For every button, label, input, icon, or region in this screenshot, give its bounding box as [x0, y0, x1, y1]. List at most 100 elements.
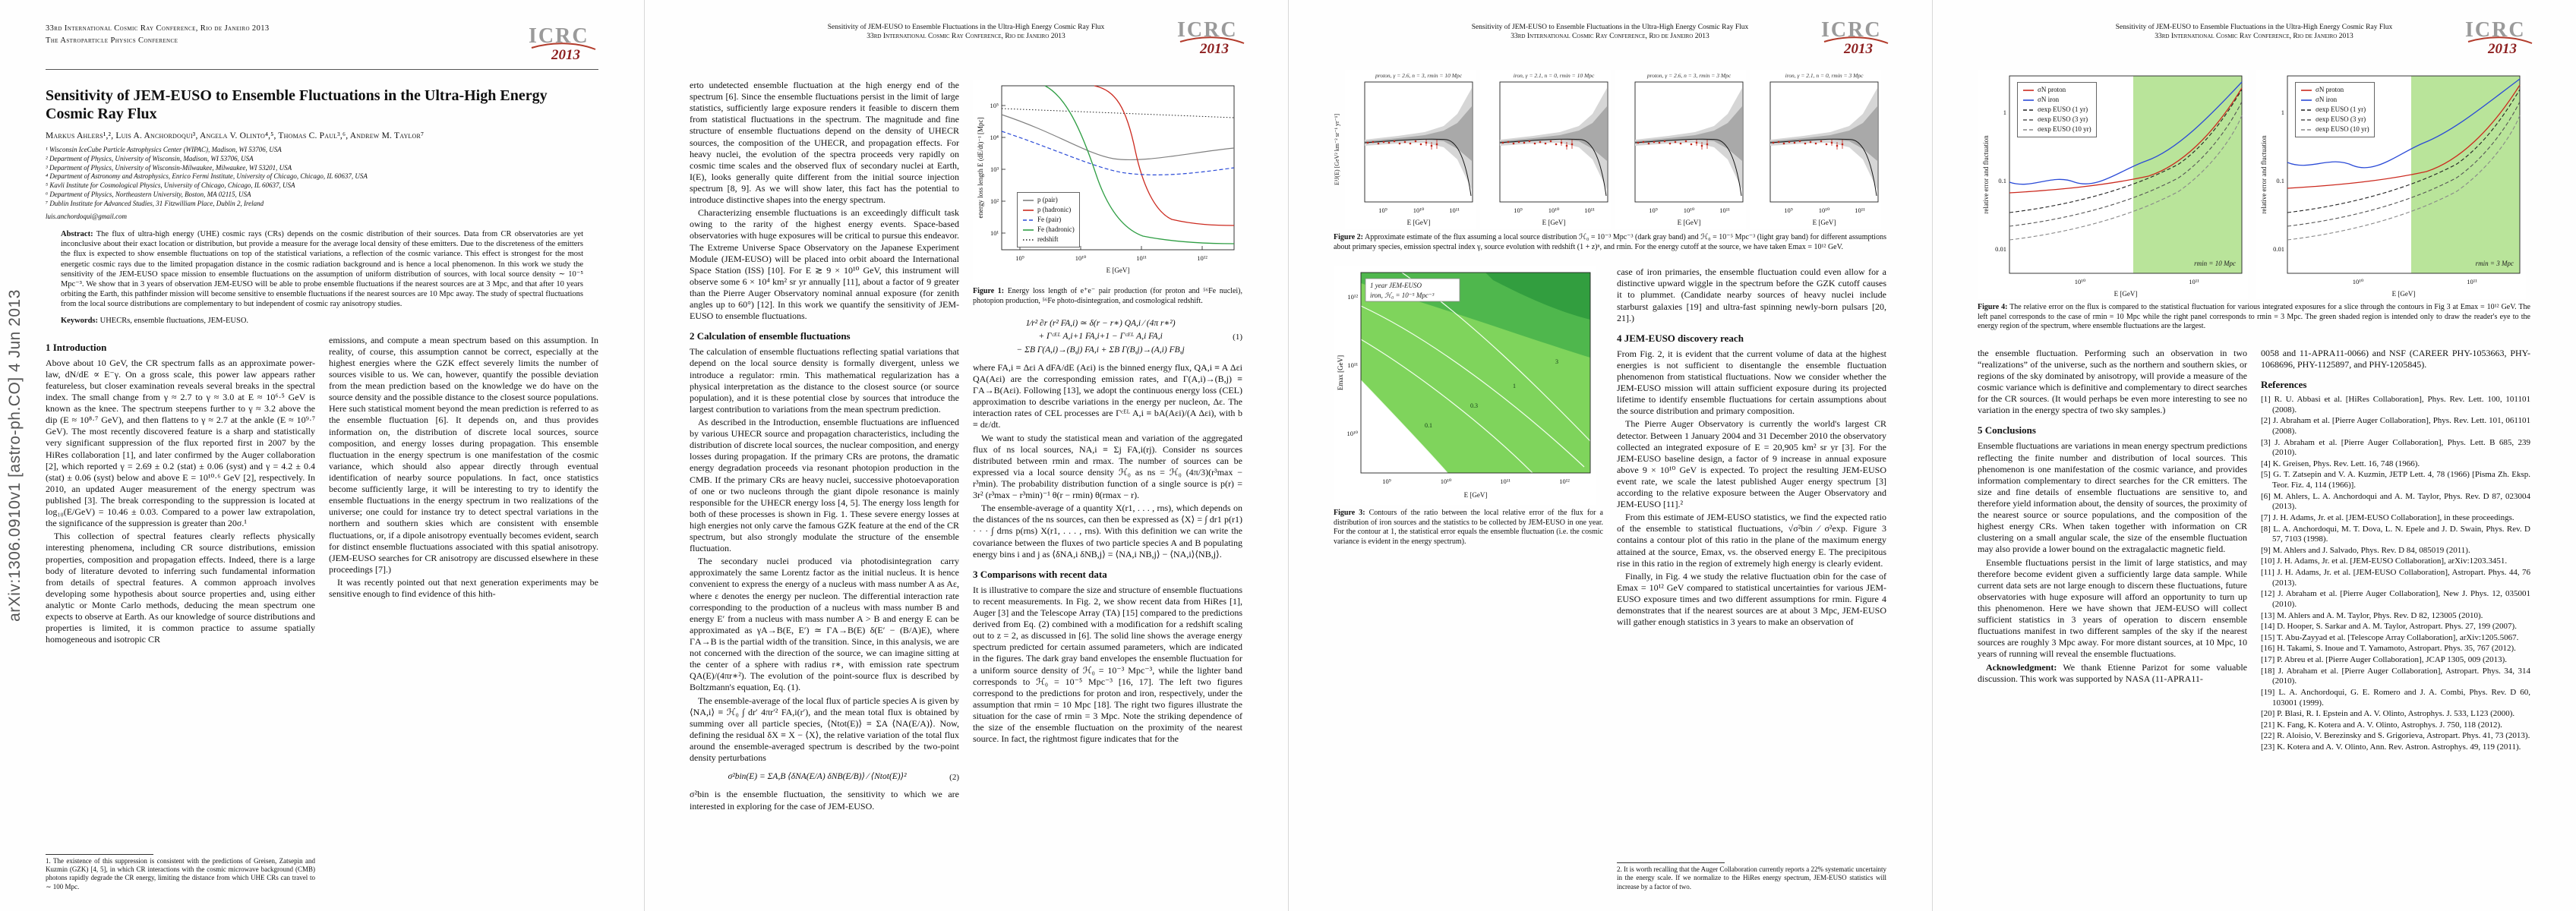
- svg-text:10¹⁰: 10¹⁰: [1684, 206, 1695, 214]
- svg-text:E [GeV]: E [GeV]: [1678, 219, 1701, 226]
- legend-swatch: [2301, 118, 2312, 121]
- reference-entry: [14] D. Hooper, S. Sarkar and A. M. Tayl…: [2261, 622, 2517, 632]
- svg-text:10¹¹: 10¹¹: [1719, 206, 1730, 214]
- error-bars: [1425, 140, 1438, 150]
- legend-label: σexp EUSO (10 yr): [2038, 125, 2091, 134]
- page1-columns: 1 Introduction Above about 10 GeV, the C…: [46, 335, 598, 891]
- svg-text:10¹²: 10¹²: [1197, 254, 1208, 262]
- figure-4: 1 0.1 0.01 10¹⁰ 10¹¹ E [GeV] relative er…: [1978, 70, 2530, 332]
- page3-left-column: 0.1 0.3 1 3 1 year JEM-EUSO iron, ℋ₀ = 1…: [1334, 266, 1603, 891]
- y-axis-label: Emax [GeV]: [1337, 355, 1344, 390]
- reference-entry: [11] J. H. Adams, Jr. et al. [JEM-EUSO C…: [2261, 568, 2530, 588]
- figure-3-caption-text: Contours of the ratio between the local …: [1334, 509, 1603, 546]
- icrc-2013-logo: ICRC 2013: [1176, 17, 1247, 60]
- svg-text:10²: 10²: [990, 197, 999, 205]
- reference-entry: [7] J. H. Adams, Jr. et al. [JEM-EUSO Co…: [2261, 512, 2514, 522]
- figure-4-caption-label: Figure 4:: [1978, 303, 2008, 311]
- icrc-2013-logo: ICRC 2013: [2464, 17, 2535, 60]
- reference-entry: [12] J. Abraham et al. [Pierre Auger Col…: [2261, 589, 2530, 609]
- page-4: Sensitivity of JEM-EUSO to Ensemble Fluc…: [1932, 0, 2576, 911]
- affiliation: ³ Department of Physics, University of W…: [46, 163, 292, 172]
- legend-label: p (pair): [1037, 196, 1058, 203]
- affiliation: ² Department of Physics, University of W…: [46, 154, 254, 162]
- page2-left-column: erto undetected ensemble fluctuation at …: [690, 80, 959, 891]
- page3-right-column: case of iron primaries, the ensemble flu…: [1617, 266, 1886, 891]
- error-bars: [1696, 140, 1708, 150]
- x-axis-label: E [GeV]: [1464, 491, 1488, 499]
- paragraph: It was recently pointed out that next ge…: [329, 576, 598, 600]
- conference-name: 33rd International Cosmic Ray Conference…: [46, 24, 270, 33]
- equation-2-number: (2): [949, 772, 959, 782]
- legend-item: p (pair): [1022, 195, 1075, 205]
- figure-2-caption-text: Approximate estimate of the flux assumin…: [1334, 233, 1886, 251]
- paragraph: We want to study the statistical mean an…: [973, 432, 1242, 501]
- svg-text:10¹¹: 10¹¹: [1584, 206, 1595, 214]
- reference-entry: [8] L. A. Anchordoqui, M. T. Dova, L. N.…: [2261, 524, 2530, 544]
- legend-label: σexp EUSO (3 yr): [2038, 115, 2088, 124]
- svg-text:2013: 2013: [1843, 41, 1873, 56]
- figure-2-panel: iron, γ = 2.1, n = 0, rmin = 3 Mpc: [1750, 70, 1881, 229]
- curve-exp-1yr: [2009, 89, 2243, 213]
- reference-entry: [20] P. Blasi, R. I. Epstein and A. V. O…: [2261, 709, 2515, 719]
- page1-header: 33rd International Cosmic Ray Conference…: [46, 23, 598, 66]
- references-list: [1] R. U. Abbasi et al. [HiRes Collabora…: [2261, 395, 2530, 754]
- reference-entry: [19] L. A. Anchordoqui, G. E. Romero and…: [2261, 687, 2530, 708]
- paper-title: Sensitivity of JEM-EUSO to Ensemble Fluc…: [46, 87, 548, 123]
- svg-text:10¹⁰: 10¹⁰: [1075, 254, 1087, 262]
- logo-swoosh: [531, 43, 596, 50]
- plot-frame: [2287, 75, 2521, 274]
- reference-entry: [22] R. Aloisio, V. Berezinsky and S. Gr…: [2261, 731, 2530, 741]
- svg-text:0.3: 0.3: [1470, 402, 1478, 409]
- svg-text:iron, γ = 2.1, n = 0, rmin = 3: iron, γ = 2.1, n = 0, rmin = 3 Mpc: [1785, 72, 1864, 79]
- legend-item: σN iron: [2300, 95, 2369, 105]
- affiliation: ⁶ Department of Physics, Northeastern Un…: [46, 191, 251, 199]
- error-bars: [1561, 140, 1573, 150]
- equation-2: σ²bin(E) = ΣA,B ⟨δNA(E/A) δNB(E/B)⟩ ∕ ⟨N…: [690, 771, 959, 783]
- page-2: Sensitivity of JEM-EUSO to Ensemble Fluc…: [644, 0, 1288, 911]
- equation-1: 1∕r² ∂r (r² FA,i) ≃ δ(r − r∗) QA,i ∕ (4π…: [973, 317, 1242, 357]
- curve-p-pair: [1001, 114, 1235, 161]
- paragraph: The ensemble-average of the local flux o…: [690, 695, 959, 764]
- equation-1-number: (1): [1233, 333, 1242, 342]
- paragraph: σ²bin is the ensemble fluctuation, the s…: [690, 789, 959, 812]
- conference-header: 33rd International Cosmic Ray Conference…: [46, 23, 270, 47]
- legend-swatch: [2023, 109, 2034, 111]
- figure-4-right-plot: 1 0.1 0.01 10¹⁰ 10¹¹ E [GeV] relative er…: [2256, 70, 2526, 299]
- affiliation: ⁵ Kavli Institute for Cosmological Physi…: [46, 181, 295, 190]
- authors-line: Markus Ahlers¹,², Luis A. Anchordoqui³, …: [46, 131, 425, 140]
- svg-text:10¹¹: 10¹¹: [1347, 361, 1358, 369]
- legend-item: σexp EUSO (3 yr): [2022, 115, 2091, 125]
- data-points: [1637, 140, 1709, 147]
- page4-columns: the ensemble fluctuation. Performing suc…: [1978, 348, 2530, 891]
- acknowledgment-continued: 0058 and 11-APRA11-0066) and NSF (CAREER…: [2261, 347, 2530, 370]
- paragraph: erto undetected ensemble fluctuation at …: [690, 80, 959, 206]
- svg-text:E [GeV]: E [GeV]: [1542, 219, 1566, 226]
- running-header: Sensitivity of JEM-EUSO to Ensemble Fluc…: [1334, 18, 1889, 62]
- figure-3-caption-label: Figure 3:: [1334, 509, 1365, 518]
- reference-entry: [16] H. Takami, S. Inoue and T. Yamamoto…: [2261, 644, 2516, 654]
- figure-2-panel: iron, γ = 2.1, n = 0, rmin = 10 Mpc: [1480, 70, 1611, 229]
- curve-exp-1yr: [2287, 89, 2521, 213]
- panel-note: rmin = 3 Mpc: [2476, 260, 2514, 267]
- plot-frame: [2009, 75, 2243, 274]
- legend-swatch: [1023, 229, 1034, 231]
- svg-text:10¹¹: 10¹¹: [1500, 478, 1511, 485]
- affiliation: ⁴ Department of Astronomy and Astrophysi…: [46, 172, 368, 181]
- equation-1-line3: − ΣB Γ(A,i)→(B,j) FA,i + ΣB Γ(B,j)→(A,i)…: [1016, 345, 1185, 355]
- legend-label: redshift: [1037, 235, 1059, 244]
- y-axis-label: relative error and fluctuation: [1982, 135, 1990, 214]
- paragraph: From this estimate of JEM-EUSO statistic…: [1617, 512, 1886, 569]
- svg-text:10¹⁰: 10¹⁰: [1347, 430, 1359, 437]
- reference-entry: [13] M. Ahlers and A. M. Taylor, Phys. R…: [2261, 610, 2483, 620]
- contact-email: luis.anchordoqui@gmail.com: [46, 212, 127, 220]
- legend-label: σN proton: [2038, 86, 2066, 93]
- legend-swatch: [2023, 99, 2034, 101]
- figure-1-caption: Figure 1: Energy loss length of e⁺e⁻ pai…: [973, 287, 1242, 306]
- paragraph: case of iron primaries, the ensemble flu…: [1617, 266, 1886, 323]
- reference-entry: [18] J. Abraham et al. [Pierre Auger Col…: [2261, 666, 2530, 686]
- paragraph: This collection of spectral features cle…: [46, 531, 315, 645]
- highlight-band: [2411, 76, 2520, 273]
- reference-entry: [3] J. Abraham et al. [Pierre Auger Coll…: [2261, 437, 2530, 458]
- curve-sigma-proton: [2009, 87, 2243, 194]
